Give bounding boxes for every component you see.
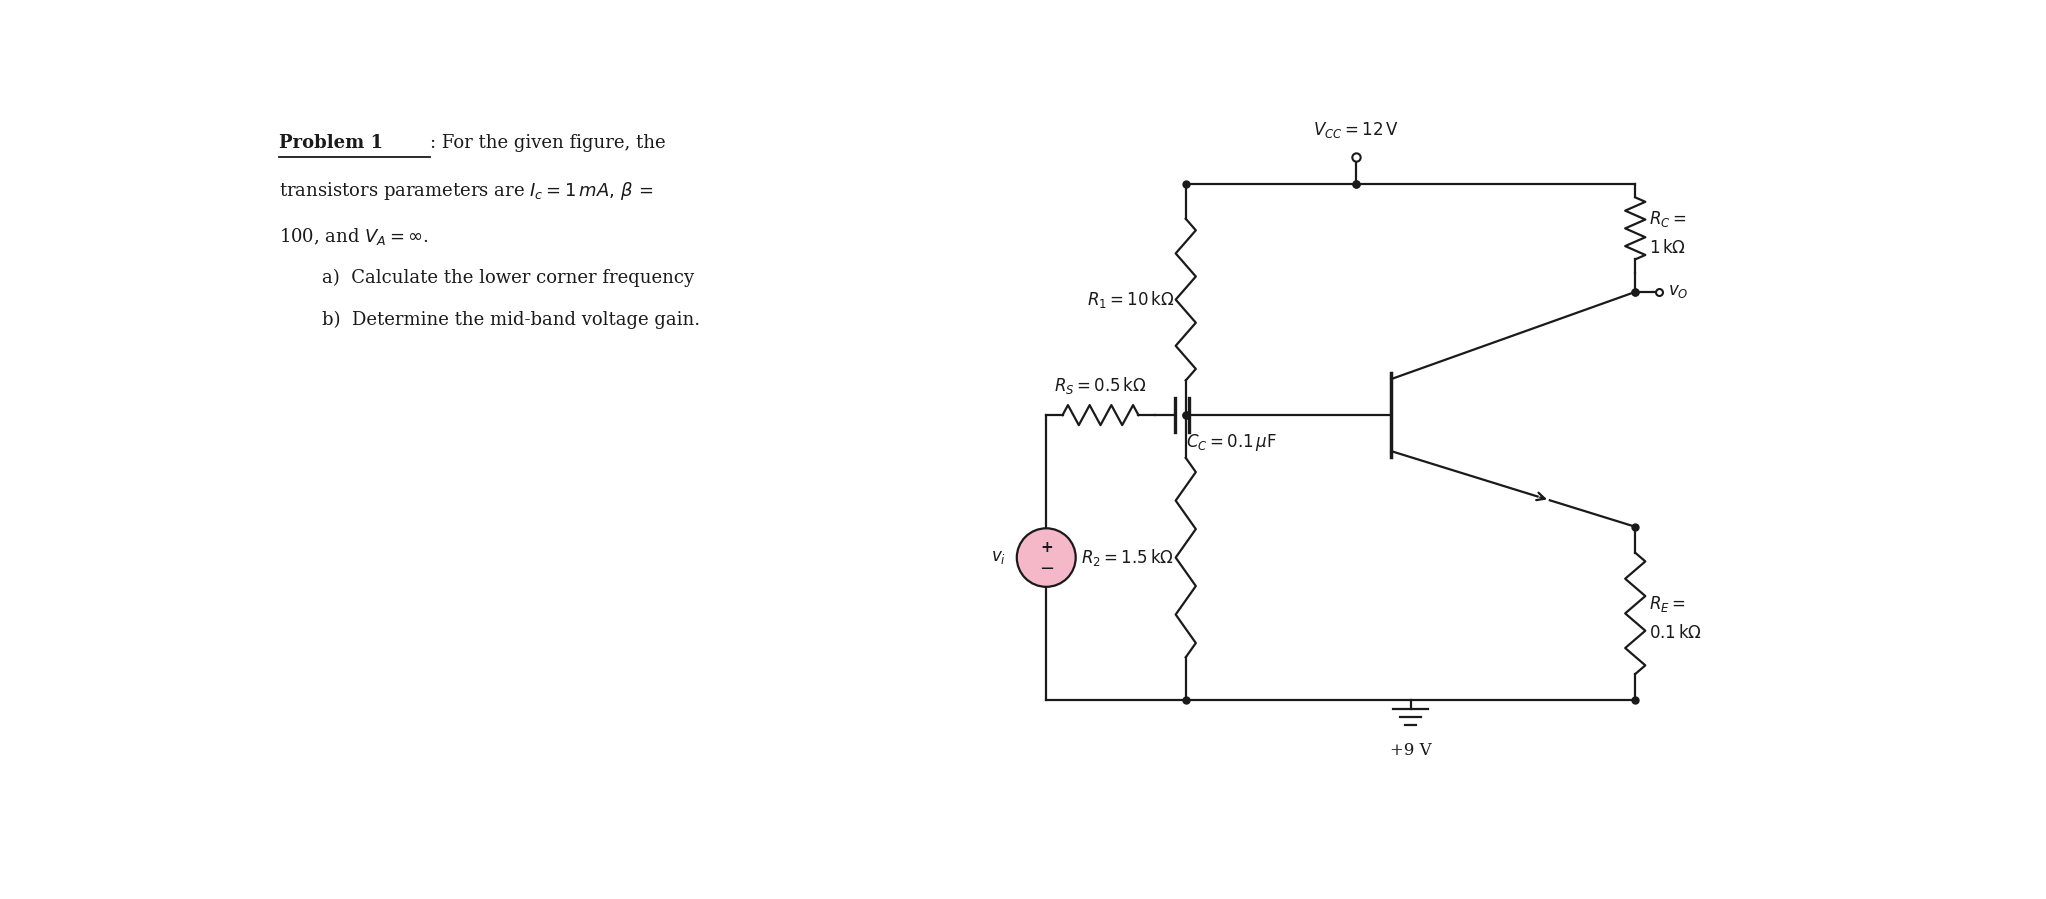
- Text: a)  Calculate the lower corner frequency: a) Calculate the lower corner frequency: [321, 269, 694, 287]
- Text: 100, and $V_A = \infty$.: 100, and $V_A = \infty$.: [278, 227, 430, 247]
- Text: $R_E =$: $R_E =$: [1649, 594, 1686, 614]
- Text: $R_2 = 1.5\,\mathrm{k}\Omega$: $R_2 = 1.5\,\mathrm{k}\Omega$: [1082, 547, 1174, 568]
- Text: $v_i$: $v_i$: [990, 549, 1007, 566]
- Text: $C_C = 0.1\,\mu\mathrm{F}$: $C_C = 0.1\,\mu\mathrm{F}$: [1187, 432, 1277, 453]
- Text: : For the given figure, the: : For the given figure, the: [430, 134, 665, 152]
- Text: b)  Determine the mid-band voltage gain.: b) Determine the mid-band voltage gain.: [321, 311, 700, 329]
- Text: transistors parameters are $I_c = 1\,mA,\,\beta\,=$: transistors parameters are $I_c = 1\,mA,…: [278, 181, 655, 202]
- Circle shape: [1017, 529, 1076, 587]
- Text: $R_1 = 10\,\mathrm{k}\Omega$: $R_1 = 10\,\mathrm{k}\Omega$: [1086, 289, 1174, 310]
- Text: $V_{CC} = 12\,\mathrm{V}$: $V_{CC} = 12\,\mathrm{V}$: [1314, 120, 1399, 140]
- Text: $1\,\mathrm{k}\Omega$: $1\,\mathrm{k}\Omega$: [1649, 238, 1686, 256]
- Text: +9 V: +9 V: [1389, 743, 1432, 760]
- Text: +: +: [1039, 540, 1052, 555]
- Text: $v_O$: $v_O$: [1667, 283, 1688, 300]
- Text: $0.1\,\mathrm{k}\Omega$: $0.1\,\mathrm{k}\Omega$: [1649, 624, 1702, 642]
- Text: Problem 1: Problem 1: [278, 134, 383, 152]
- Text: $R_S = 0.5\,\mathrm{k}\Omega$: $R_S = 0.5\,\mathrm{k}\Omega$: [1054, 375, 1148, 396]
- Text: −: −: [1039, 560, 1054, 578]
- Text: $R_C =$: $R_C =$: [1649, 209, 1686, 229]
